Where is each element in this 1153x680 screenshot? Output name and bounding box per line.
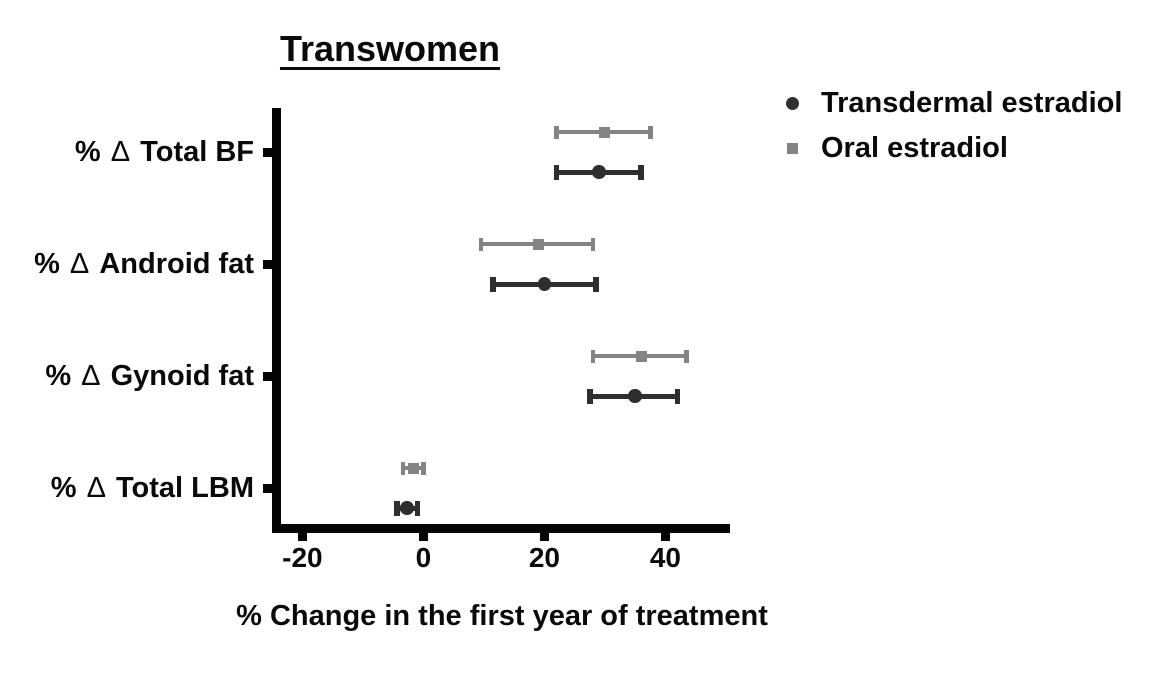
x-tick-label: -20 <box>282 542 323 573</box>
error-bar-cap-right <box>421 461 426 475</box>
data-marker-circle <box>400 501 414 515</box>
error-bar-cap-right <box>638 164 644 180</box>
circle-icon <box>785 96 799 110</box>
y-category-label: % Δ Total BF <box>74 136 254 168</box>
data-marker-circle <box>537 277 552 291</box>
data-marker-square <box>599 126 611 138</box>
x-axis-tick <box>660 533 670 541</box>
y-category-label: % Δ Gynoid fat <box>45 360 254 392</box>
delta-symbol: Δ <box>69 248 90 280</box>
x-tick-label: 20 <box>528 542 560 573</box>
y-axis-tick <box>263 371 272 381</box>
error-bar-cap-left <box>587 388 593 404</box>
chart-title: Transwomen <box>279 28 501 69</box>
y-axis-tick <box>263 147 272 157</box>
data-marker-circle <box>628 389 642 403</box>
legend-marker-box <box>785 83 799 123</box>
error-bar-cap-left <box>400 461 406 475</box>
delta-symbol: Δ <box>110 136 131 168</box>
delta-symbol: Δ <box>86 472 106 504</box>
delta-symbol: Δ <box>81 360 101 392</box>
data-marker-square <box>635 350 647 362</box>
x-tick-label: 0 <box>415 542 432 573</box>
error-bar-cap-right <box>414 500 421 516</box>
legend-marker-box <box>785 128 799 168</box>
error-bar-cap-right <box>674 388 681 404</box>
error-bar-cap-left <box>478 237 484 251</box>
x-axis-title: % Change in the first year of treatment <box>236 600 768 632</box>
legend-item: Oral estradiol <box>785 128 1008 168</box>
error-bar-cap-left <box>554 125 559 139</box>
error-bar-cap-left <box>490 276 496 292</box>
legend-item: Transdermal estradiol <box>785 83 1122 123</box>
error-bar-cap-right <box>648 125 653 139</box>
error-bar-cap-left <box>590 349 596 363</box>
x-tick-label: 40 <box>649 542 681 573</box>
x-axis-line <box>272 524 730 533</box>
data-marker-square <box>532 238 544 250</box>
x-axis-tick <box>297 533 307 541</box>
y-axis-line <box>272 108 281 533</box>
y-category-label: % Δ Android fat <box>34 248 254 280</box>
y-axis-tick <box>263 483 272 493</box>
legend-label: Transdermal estradiol <box>821 86 1123 119</box>
data-marker-square <box>407 462 419 474</box>
y-category-label: % Δ Total LBM <box>50 472 254 504</box>
error-bar-cap-left <box>553 164 560 180</box>
error-bar-cap-right <box>593 276 599 292</box>
x-axis-tick <box>539 533 549 541</box>
data-marker-circle <box>592 165 606 179</box>
error-bar-cap-right <box>684 349 689 363</box>
error-bar-cap-right <box>590 237 596 251</box>
x-axis-tick <box>418 533 428 541</box>
y-axis-tick <box>263 259 272 269</box>
error-bar-cap-left <box>394 500 400 516</box>
legend-label: Oral estradiol <box>821 131 1008 164</box>
square-icon <box>786 142 798 154</box>
